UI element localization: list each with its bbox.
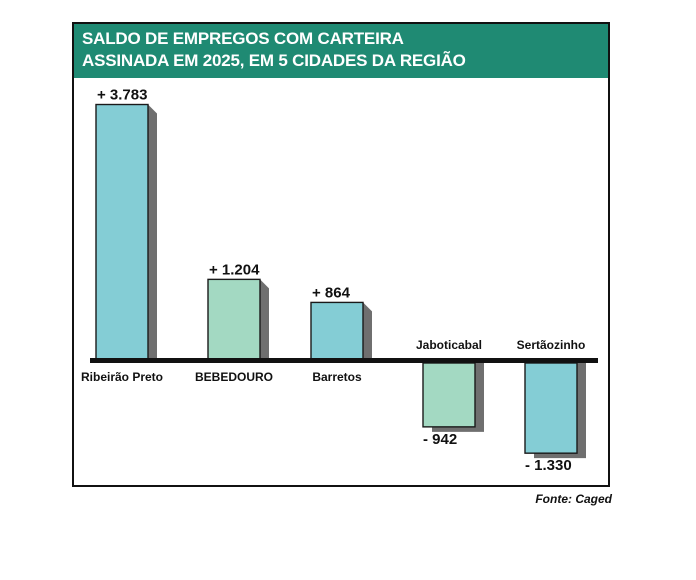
chart-title-line-2: ASSINADA EM 2025, EM 5 CIDADES DA REGIÃO bbox=[82, 51, 466, 70]
bar-2 bbox=[207, 278, 261, 362]
category-label-1: Ribeirão Preto bbox=[81, 370, 163, 384]
bar-3 bbox=[310, 301, 364, 362]
category-label-5: Sertãozinho bbox=[517, 338, 586, 352]
chart-title-line-1: SALDO DE EMPREGOS COM CARTEIRA bbox=[82, 29, 404, 48]
chart-title: SALDO DE EMPREGOS COM CARTEIRA ASSINADA … bbox=[74, 24, 608, 78]
value-label-3: + 864 bbox=[312, 284, 351, 301]
zero-axis-line bbox=[90, 358, 598, 363]
value-label-4: - 942 bbox=[423, 431, 457, 448]
bar-4 bbox=[422, 362, 476, 428]
category-label-3: Barretos bbox=[312, 370, 362, 384]
bar-1 bbox=[95, 103, 149, 362]
bar-shadow-1 bbox=[148, 104, 157, 361]
value-label-2: + 1.204 bbox=[209, 261, 260, 278]
value-label-1: + 3.783 bbox=[97, 87, 147, 104]
bar-shadow-3 bbox=[363, 302, 372, 361]
category-label-2: BEBEDOURO bbox=[195, 370, 273, 384]
bar-shadow-5 bbox=[534, 363, 586, 459]
bar-shadow-4 bbox=[432, 363, 484, 432]
bar-shadow-2 bbox=[260, 279, 269, 361]
category-label-4: Jaboticabal bbox=[416, 338, 482, 352]
bar-5 bbox=[524, 362, 578, 454]
value-label-5: - 1.330 bbox=[525, 457, 572, 474]
chart-frame: SALDO DE EMPREGOS COM CARTEIRA ASSINADA … bbox=[72, 22, 610, 487]
source-note: Fonte: Caged bbox=[535, 492, 612, 506]
